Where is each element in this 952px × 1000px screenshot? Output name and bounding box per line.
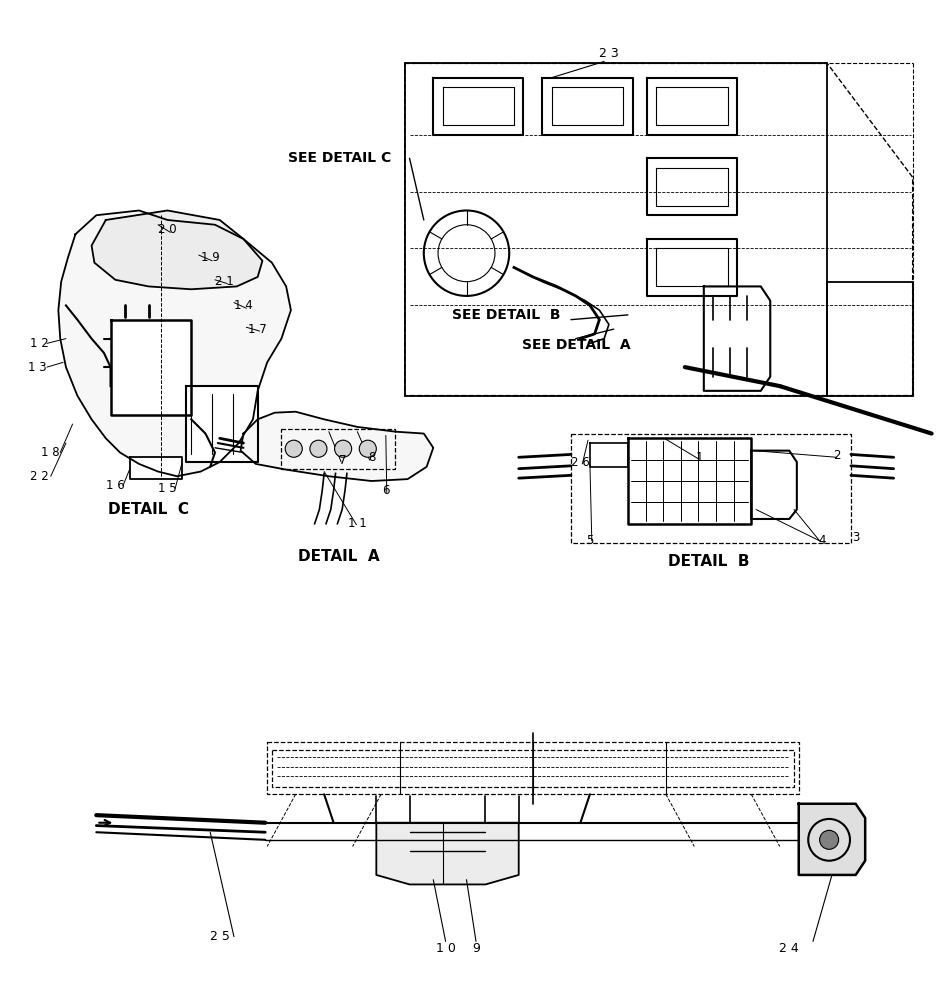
Text: 1 1: 1 1 (348, 517, 367, 530)
Text: SEE DETAIL  A: SEE DETAIL A (522, 338, 630, 352)
Polygon shape (376, 823, 519, 884)
Text: 2 4: 2 4 (780, 942, 799, 955)
Text: 2 3: 2 3 (599, 47, 619, 60)
Text: 3: 3 (852, 531, 860, 544)
Text: 9: 9 (472, 942, 480, 955)
Text: 8: 8 (367, 451, 375, 464)
Polygon shape (110, 320, 191, 415)
Text: 1 0: 1 0 (436, 942, 456, 955)
Text: 1 7: 1 7 (248, 323, 268, 336)
Text: 1: 1 (695, 451, 703, 464)
Text: 1 9: 1 9 (201, 251, 220, 264)
Bar (268, 742, 799, 794)
Text: DETAIL  C: DETAIL C (108, 502, 189, 517)
Circle shape (334, 440, 351, 457)
Text: 1 6: 1 6 (106, 479, 125, 492)
Text: 7: 7 (339, 454, 347, 467)
Text: 2 0: 2 0 (158, 223, 177, 236)
Text: SEE DETAIL C: SEE DETAIL C (288, 151, 391, 165)
Text: 1 3: 1 3 (29, 361, 47, 374)
Text: 6: 6 (382, 484, 389, 497)
Polygon shape (799, 804, 865, 875)
Text: 1 5: 1 5 (158, 482, 177, 495)
Polygon shape (590, 443, 628, 467)
Text: 2 6: 2 6 (571, 456, 590, 469)
Text: 4: 4 (819, 534, 826, 547)
Text: SEE DETAIL  B: SEE DETAIL B (452, 308, 561, 322)
Polygon shape (187, 386, 258, 462)
Polygon shape (751, 451, 797, 519)
Text: 1 8: 1 8 (42, 446, 60, 459)
Polygon shape (628, 438, 751, 524)
Text: 2 1: 2 1 (215, 275, 234, 288)
Text: DETAIL  A: DETAIL A (298, 549, 379, 564)
Polygon shape (91, 210, 263, 289)
Text: 5: 5 (586, 534, 594, 547)
Bar (272, 750, 794, 787)
Bar (282, 429, 395, 469)
Polygon shape (129, 457, 182, 479)
Polygon shape (704, 286, 770, 391)
Circle shape (820, 830, 839, 849)
Circle shape (359, 440, 376, 457)
Text: 2 2: 2 2 (30, 470, 49, 483)
Circle shape (310, 440, 327, 457)
Text: DETAIL  B: DETAIL B (667, 554, 749, 569)
Text: 2: 2 (833, 449, 841, 462)
Text: 1 2: 1 2 (30, 337, 49, 350)
Circle shape (286, 440, 303, 457)
Polygon shape (58, 210, 291, 476)
Polygon shape (241, 412, 433, 481)
Bar (571, 434, 851, 543)
Text: 1 4: 1 4 (234, 299, 253, 312)
Text: 2 5: 2 5 (209, 930, 229, 943)
